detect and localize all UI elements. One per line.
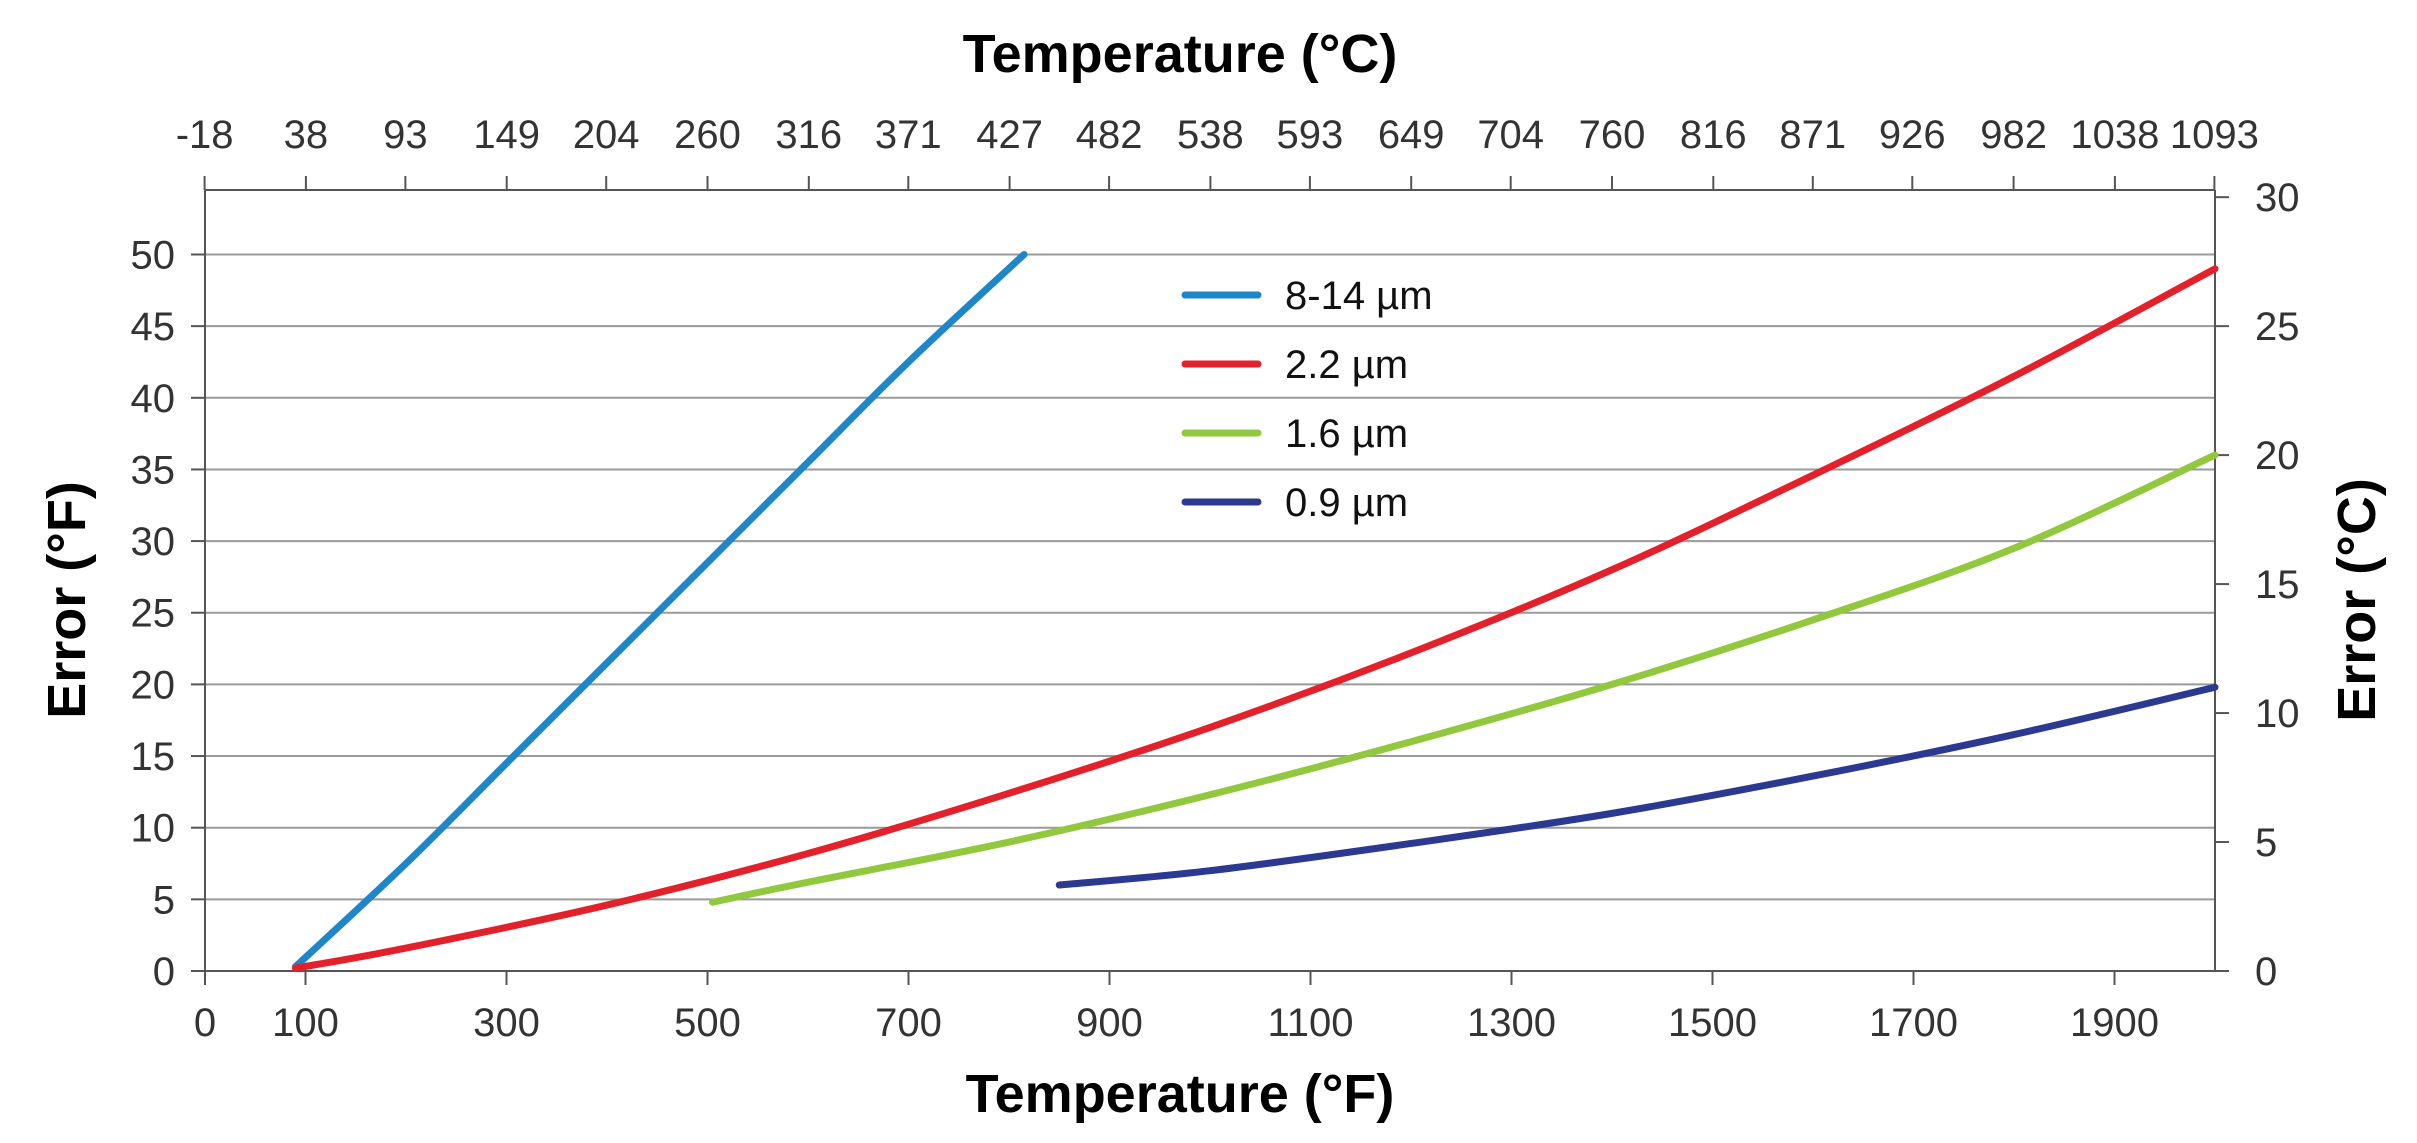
top-x-tick-label: 371	[875, 113, 942, 157]
left-y-tick-label: 25	[131, 592, 176, 636]
left-y-tick-label: 20	[131, 663, 176, 707]
bottom-x-tick-label: 1900	[2070, 1001, 2159, 1045]
legend-label-1: 8-14 µm	[1285, 274, 1433, 318]
series-line-3	[709, 451, 2219, 906]
bottom-x-tick-label: 1700	[1869, 1001, 1958, 1045]
right-y-tick-label: 25	[2255, 305, 2300, 349]
series-lines	[291, 250, 2219, 972]
top-x-tick-label: 593	[1277, 113, 1344, 157]
left-y-tick-label: 35	[131, 448, 176, 492]
legend: 8-14 µm 2.2 µm 1.6 µm 0.9 µm	[1181, 274, 1433, 525]
bottom-x-tick-label: 500	[674, 1001, 741, 1045]
left-y-tick-label: 0	[153, 950, 175, 994]
bottom-x-tick-label: 300	[473, 1001, 540, 1045]
top-x-tick-label: 204	[573, 113, 640, 157]
right-y-tick-label: 20	[2255, 434, 2300, 478]
series-line-2	[291, 265, 2219, 972]
legend-label-2: 2.2 µm	[1285, 343, 1408, 387]
bottom-x-tick-label: 1300	[1467, 1001, 1556, 1045]
top-x-tick-label: 1093	[2170, 113, 2259, 157]
bottom-x-tick-label: 0	[194, 1001, 216, 1045]
top-x-tick-label: 926	[1879, 113, 1946, 157]
top-x-tick-label: 316	[775, 113, 842, 157]
bottom-x-tick-label: 700	[875, 1001, 942, 1045]
bottom-x-tick-label: 1500	[1668, 1001, 1757, 1045]
top-x-tick-label: 93	[383, 113, 428, 157]
top-x-tick-label: 871	[1779, 113, 1846, 157]
right-y-tick-label: 30	[2255, 176, 2300, 220]
left-y-tick-label: 45	[131, 305, 176, 349]
top-x-tick-label: 982	[1980, 113, 2047, 157]
right-y-tick-label: 5	[2255, 821, 2277, 865]
bottom-x-tick-label: 1100	[1267, 1001, 1353, 1045]
bottom-x-tick-label: 100	[272, 1001, 339, 1045]
left-y-tick-label: 40	[131, 377, 176, 421]
top-x-tick-label: 704	[1477, 113, 1544, 157]
top-x-tick-label: -18	[176, 113, 234, 157]
top-x-tick-label: 38	[284, 113, 329, 157]
top-x-tick-label: 816	[1680, 113, 1747, 157]
left-y-tick-label: 5	[153, 878, 175, 922]
series-line-1	[291, 250, 1028, 971]
top-x-tick-label: 149	[473, 113, 540, 157]
left-y-tick-label: 15	[131, 735, 176, 779]
top-x-tick-label: 1038	[2070, 113, 2159, 157]
gridlines	[205, 253, 2215, 972]
right-y-tick-label: 10	[2255, 692, 2300, 736]
bottom-x-tick-label: 900	[1076, 1001, 1143, 1045]
legend-label-4: 0.9 µm	[1285, 481, 1408, 525]
left-y-tick-label: 10	[131, 807, 176, 851]
series-line-4	[1055, 683, 2219, 889]
right-y-tick-label: 0	[2255, 950, 2277, 994]
left-y-tick-label: 30	[131, 520, 176, 564]
top-x-tick-label: 649	[1378, 113, 1445, 157]
top-x-tick-label: 538	[1177, 113, 1244, 157]
top-x-axis-title: Temperature (°C)	[963, 24, 1398, 84]
left-y-tick-label: 50	[131, 233, 176, 277]
bottom-x-axis-title: Temperature (°F)	[966, 1064, 1395, 1124]
top-x-tick-label: 260	[674, 113, 741, 157]
legend-label-3: 1.6 µm	[1285, 412, 1408, 456]
right-y-tick-label: 15	[2255, 563, 2300, 607]
top-x-tick-label: 427	[976, 113, 1043, 157]
right-y-axis-title: Error (°C)	[2327, 478, 2387, 722]
top-x-tick-label: 482	[1076, 113, 1143, 157]
top-x-tick-label: 760	[1579, 113, 1646, 157]
left-y-axis-title: Error (°F)	[37, 481, 97, 719]
